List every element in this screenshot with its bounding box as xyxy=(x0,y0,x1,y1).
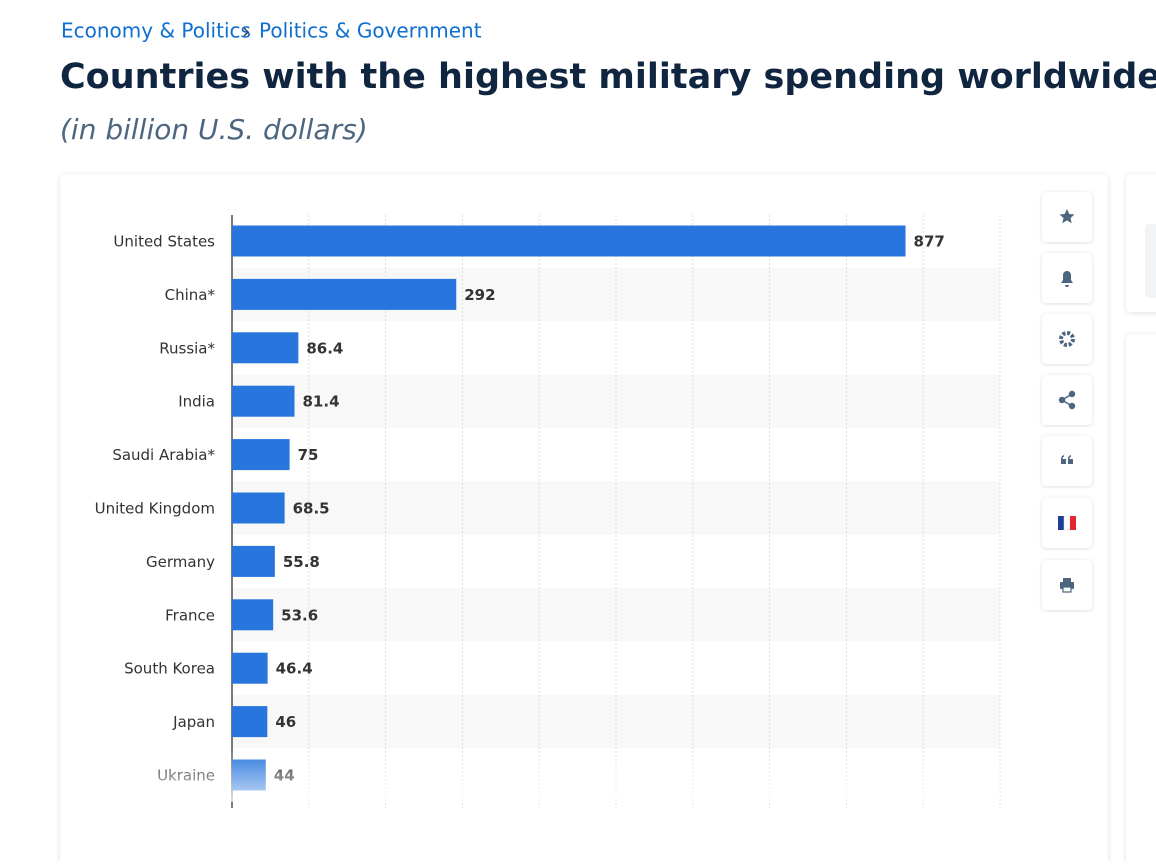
category-label: Russia* xyxy=(159,339,215,357)
value-label: 86.4 xyxy=(306,339,343,357)
bar xyxy=(232,439,290,471)
flag-icon xyxy=(1058,515,1076,531)
chart: United States 877 China* 292 Russia* 86.4 Indi… xyxy=(90,215,1001,808)
category-label: Japan xyxy=(172,713,215,731)
cite-button[interactable] xyxy=(1042,436,1092,486)
bar xyxy=(232,706,268,738)
star-icon xyxy=(1059,209,1075,224)
gear-icon xyxy=(1059,331,1075,347)
breadcrumb-separator xyxy=(243,27,250,37)
breadcrumb-link[interactable]: Economy & Politics xyxy=(61,19,251,43)
bar xyxy=(232,599,274,631)
value-label: 75 xyxy=(298,446,319,464)
quote-icon xyxy=(1061,455,1073,464)
bar xyxy=(232,385,295,417)
category-label: South Korea xyxy=(124,660,215,678)
page-subtitle: (in billion U.S. dollars) xyxy=(60,113,368,146)
bar xyxy=(232,545,275,577)
toolbar xyxy=(1042,192,1092,610)
category-label: United States xyxy=(113,233,215,251)
bar xyxy=(232,492,285,524)
side-card-box xyxy=(1145,224,1156,298)
bar xyxy=(232,225,906,257)
category-label: China* xyxy=(165,286,216,304)
settings-button[interactable] xyxy=(1042,314,1092,364)
category-label: Saudi Arabia* xyxy=(112,446,215,464)
fade-overlay xyxy=(90,748,1000,802)
share-button[interactable] xyxy=(1042,375,1092,425)
bar xyxy=(232,332,299,364)
value-label: 292 xyxy=(464,286,495,304)
bar xyxy=(232,278,457,310)
value-label: 46.4 xyxy=(276,660,313,678)
breadcrumb-link[interactable]: Politics & Government xyxy=(259,19,482,43)
value-label: 55.8 xyxy=(283,553,320,571)
value-label: 46 xyxy=(275,713,296,731)
category-label: France xyxy=(165,606,215,624)
category-label: India xyxy=(178,393,215,411)
category-label: United Kingdom xyxy=(95,500,215,518)
page-title: Countries with the highest military spen… xyxy=(60,57,1156,97)
value-label: 81.4 xyxy=(303,393,340,411)
value-label: 68.5 xyxy=(293,500,330,518)
value-label: 877 xyxy=(914,233,945,251)
value-label: 53.6 xyxy=(281,606,318,624)
side-card xyxy=(1126,334,1156,865)
bell-icon xyxy=(1061,271,1073,287)
bar xyxy=(232,652,268,684)
category-label: Germany xyxy=(146,553,215,571)
printer-icon xyxy=(1060,578,1074,593)
share-icon xyxy=(1058,390,1076,410)
